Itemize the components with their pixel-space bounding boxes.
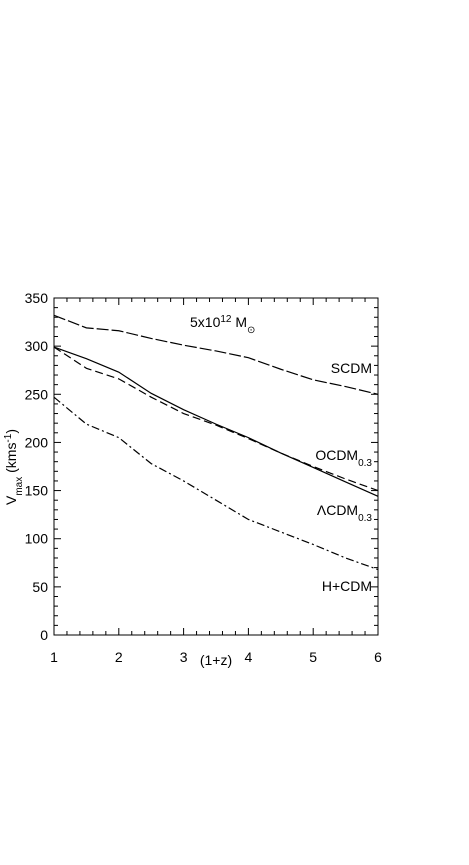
text-part: 5x10 — [190, 314, 221, 330]
series-line — [53, 314, 379, 395]
text-part: -1 — [3, 433, 14, 442]
text-part: V — [3, 495, 19, 505]
annotation: 5x1012 M⊙ — [190, 314, 255, 336]
series-name-sub: 0.3 — [358, 513, 372, 524]
y-tick-label: 0 — [40, 627, 48, 643]
y-tick-label: 150 — [25, 483, 49, 499]
x-tick-label: 4 — [245, 649, 253, 665]
y-tick-label: 300 — [25, 338, 49, 354]
series-name: OCDM — [315, 447, 358, 463]
series-name: H+CDM — [322, 578, 372, 594]
x-tick-label: 2 — [115, 649, 123, 665]
x-axis-label: (1+z) — [200, 652, 232, 668]
series-line — [53, 346, 379, 497]
y-tick-label: 350 — [25, 290, 49, 306]
text-part: M — [231, 314, 247, 330]
series-label: OCDM0.3 — [315, 447, 372, 469]
x-tick-label: 5 — [309, 649, 317, 665]
y-tick-label: 250 — [25, 386, 49, 402]
text-part: (kms — [3, 443, 19, 477]
x-tick-label: 1 — [50, 649, 58, 665]
x-tick-label: 3 — [180, 649, 188, 665]
series-name-sub: 0.3 — [358, 458, 372, 469]
series-label: ΛCDM0.3 — [317, 502, 373, 524]
y-tick-label: 200 — [25, 434, 49, 450]
text-part: ) — [3, 429, 19, 434]
text-part: ⊙ — [247, 325, 255, 336]
series-label: H+CDM — [322, 578, 372, 594]
series-name: SCDM — [331, 360, 372, 376]
series-label: SCDM — [331, 360, 372, 376]
plot-frame — [53, 297, 379, 636]
x-tick-label: 6 — [374, 649, 382, 665]
series-line — [53, 396, 379, 571]
y-tick-label: 50 — [32, 579, 48, 595]
y-axis-label: Vmax (kms-1) — [3, 429, 25, 505]
series-line — [53, 346, 379, 492]
text-part: max — [14, 477, 25, 496]
y-tick-label: 100 — [25, 531, 49, 547]
series-name: ΛCDM — [317, 502, 358, 518]
text-part: 12 — [220, 314, 232, 325]
